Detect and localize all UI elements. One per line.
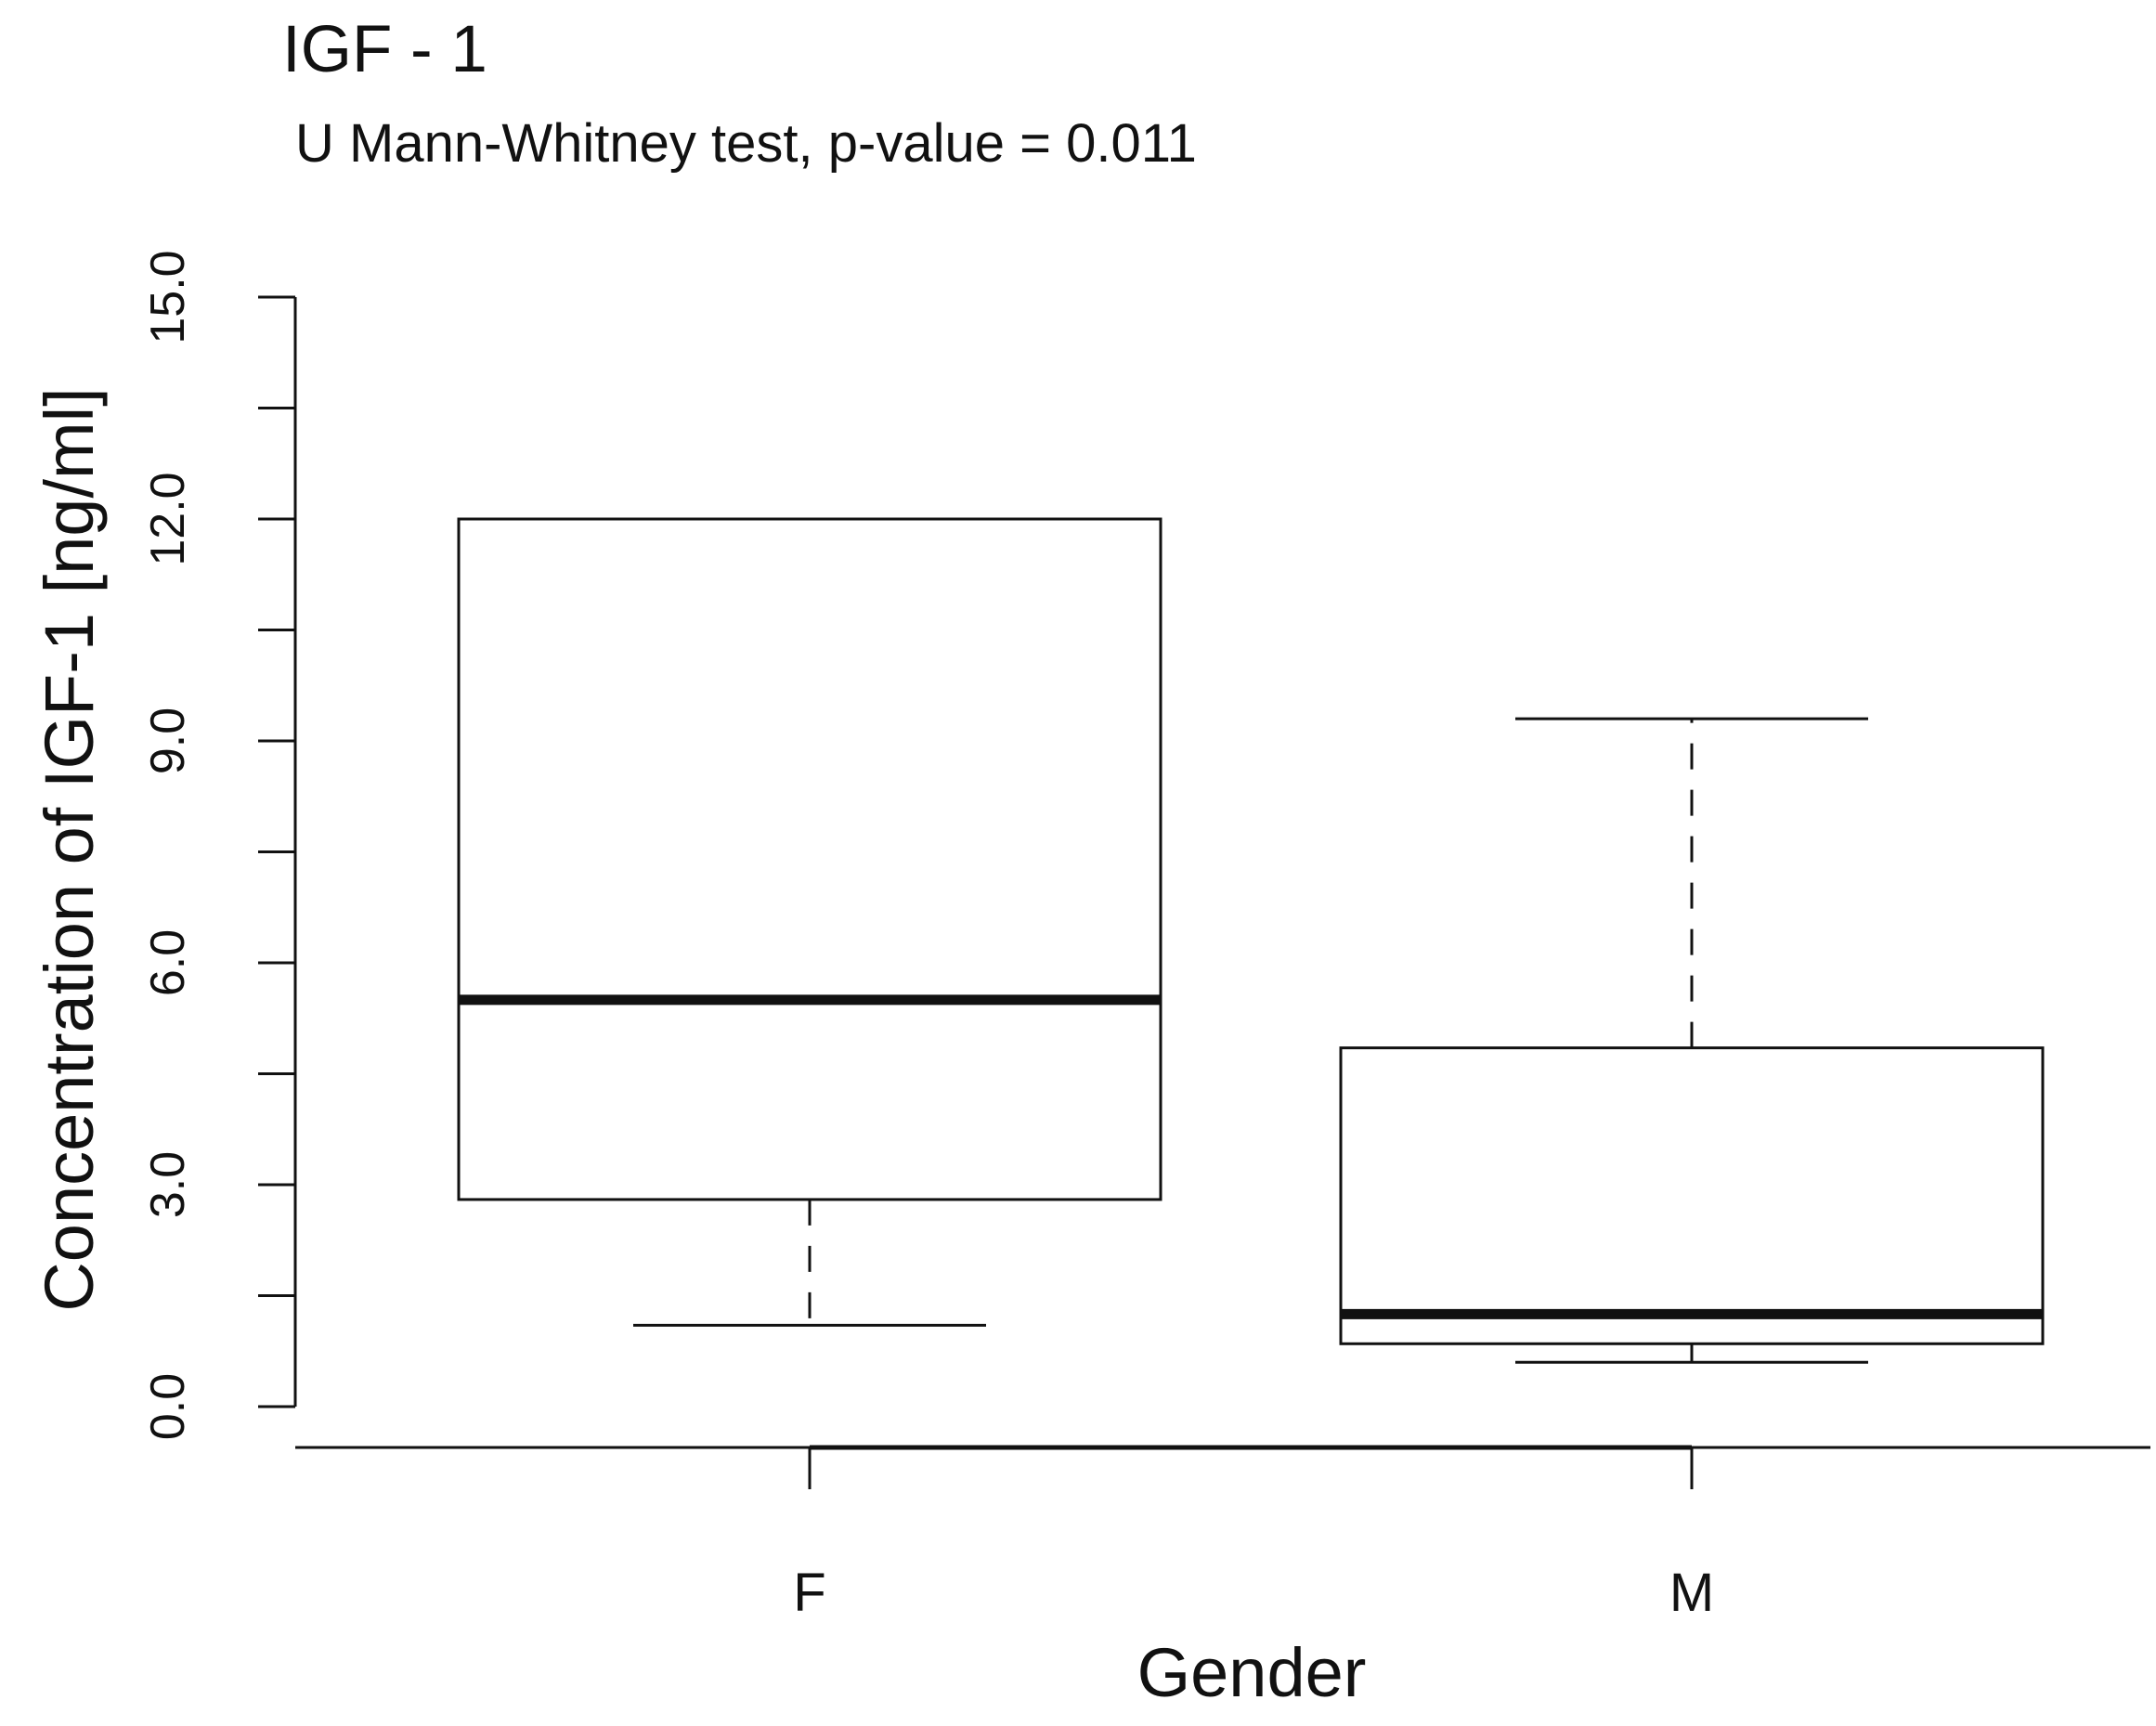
y-tick-label: 15.0 [141, 250, 195, 344]
box-f [457, 517, 1162, 1327]
x-tick-label: M [1669, 1563, 1714, 1623]
y-tick-label: 6.0 [141, 929, 195, 996]
y-tick-label: 9.0 [141, 707, 195, 774]
x-tick-label: F [793, 1563, 825, 1623]
y-tick-label: 0.0 [141, 1373, 195, 1440]
box-m [1339, 717, 2045, 1364]
axes-group [258, 295, 2150, 1489]
chart-subtitle: U Mann-Whitney test, p-value = 0.011 [295, 113, 1197, 174]
box-iqr [457, 517, 1162, 1201]
box-iqr [1339, 1046, 2045, 1345]
y-axis-title: Concentration of IGF-1 [ng/ml] [31, 387, 108, 1311]
boxes-group [457, 517, 2045, 1364]
chart-title: IGF - 1 [282, 13, 487, 86]
y-tick-label: 3.0 [141, 1151, 195, 1218]
labels-group: 0.0 3.0 6.0 9.0 12.0 15.0 F M Gender Concentratio… [31, 250, 1714, 1711]
x-axis-title: Gender [1137, 1634, 1367, 1711]
y-tick-label: 12.0 [141, 472, 195, 565]
